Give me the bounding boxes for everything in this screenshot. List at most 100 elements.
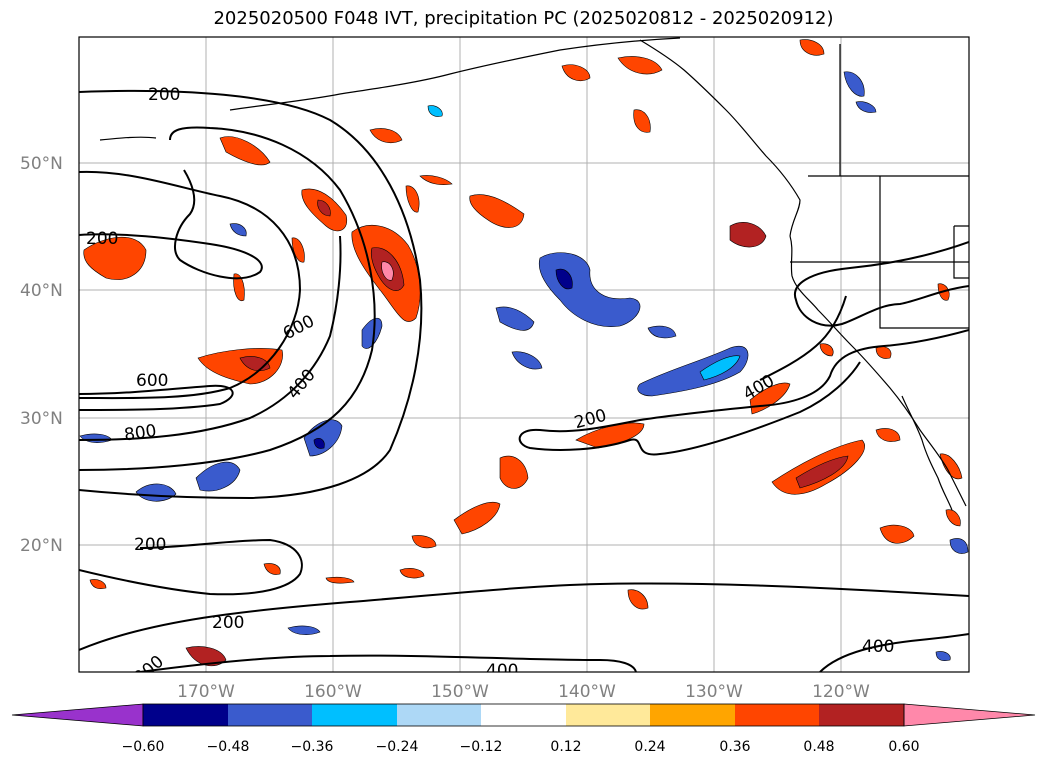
colorbar-cell xyxy=(735,704,819,726)
ivt-contour xyxy=(79,538,303,596)
colorbar-tick-label: −0.24 xyxy=(376,739,419,755)
precip-blob xyxy=(317,199,331,217)
colorbar-cell xyxy=(397,704,481,726)
colorbar-tick-label: −0.60 xyxy=(122,739,165,755)
precip-blob xyxy=(499,455,529,489)
ivt-contour xyxy=(79,384,234,411)
precip-blob xyxy=(369,128,403,143)
precip-blob xyxy=(843,71,865,97)
coastline xyxy=(953,225,969,279)
contour-label: 200 xyxy=(148,85,180,105)
precip-blob xyxy=(495,306,535,331)
precip-blob xyxy=(263,563,281,575)
lat-label: 50°N xyxy=(20,154,63,174)
precip-blob xyxy=(427,105,443,117)
precip-negative-areas xyxy=(79,71,969,662)
ivt-contours xyxy=(79,89,969,672)
coastlines xyxy=(99,37,969,511)
colorbar-tick-label: 0.48 xyxy=(803,739,834,755)
contour-label: 800 xyxy=(123,421,158,445)
lon-label: 140°W xyxy=(558,682,616,702)
coastline xyxy=(639,39,801,237)
contour-label: 400 xyxy=(862,637,894,657)
colorbar-tick-label: 0.36 xyxy=(719,739,750,755)
colorbar-extend-high xyxy=(903,703,1036,727)
precip-blob xyxy=(879,524,915,544)
precip-blob xyxy=(399,568,425,579)
precip-blob xyxy=(419,175,453,186)
colorbar-cell xyxy=(312,704,397,726)
precip-blob xyxy=(303,419,343,457)
ivt-contour xyxy=(79,170,302,400)
precip-blob xyxy=(647,325,677,339)
colorbar-cell xyxy=(143,704,228,726)
precip-blob xyxy=(453,501,501,535)
precip-blob xyxy=(89,579,107,590)
ivt-contour xyxy=(139,654,637,672)
colorbar-tick-label: 0.12 xyxy=(550,739,581,755)
coastline xyxy=(879,262,969,329)
contour-label: 600 xyxy=(136,371,168,391)
colorbar xyxy=(11,703,1036,727)
ivt-contour xyxy=(518,329,969,456)
contour-label: 200 xyxy=(86,229,118,249)
ivt-contour xyxy=(819,633,969,672)
precip-blob xyxy=(699,355,741,381)
colorbar-tick-label: −0.48 xyxy=(207,739,250,755)
precip-blob xyxy=(555,268,573,290)
colorbar-ticks: −0.60 −0.48 −0.36 −0.24 −0.12 0.12 0.24 … xyxy=(122,739,920,755)
lon-label: 120°W xyxy=(812,682,870,702)
ivt-contour xyxy=(79,235,342,441)
coastline xyxy=(229,37,681,111)
map-frame xyxy=(78,36,970,673)
precip-blob xyxy=(729,222,767,248)
precip-blob xyxy=(229,223,247,237)
lat-label: 30°N xyxy=(20,409,63,429)
ivt-contour xyxy=(793,241,969,327)
precip-blob xyxy=(195,461,241,492)
ivt-contour xyxy=(79,89,423,500)
coastline xyxy=(789,235,967,507)
lon-label: 160°W xyxy=(304,682,362,702)
precip-blob xyxy=(795,455,849,489)
latitude-labels: 50°N 40°N 30°N 20°N xyxy=(20,154,63,556)
precip-blob xyxy=(185,646,227,667)
precip-blob xyxy=(935,651,951,662)
precip-positive-areas xyxy=(83,39,963,667)
precip-blob xyxy=(875,428,901,442)
precip-blob xyxy=(411,535,437,549)
precip-blob xyxy=(469,194,525,228)
precip-blob xyxy=(381,261,394,281)
ivt-contour xyxy=(79,169,263,280)
precip-blob xyxy=(561,64,591,81)
precip-blob xyxy=(233,273,245,302)
precip-blob xyxy=(627,589,649,610)
ivt-contour xyxy=(79,582,969,651)
lon-label: 150°W xyxy=(431,682,489,702)
precip-blob xyxy=(325,576,355,584)
colorbar-cell xyxy=(481,704,566,726)
colorbar-cell xyxy=(819,704,904,726)
precip-blob xyxy=(799,39,825,56)
lat-label: 40°N xyxy=(20,281,63,301)
precip-blob xyxy=(939,453,963,480)
precip-blob xyxy=(313,438,325,449)
precip-blob xyxy=(287,625,321,635)
gridlines xyxy=(79,37,969,672)
colorbar-tick-label: 0.24 xyxy=(634,739,665,755)
precip-blob xyxy=(361,317,383,349)
contour-label: 200 xyxy=(134,535,166,555)
colorbar-tick-label: −0.12 xyxy=(460,739,503,755)
colorbar-extend-low xyxy=(11,703,144,727)
lon-label: 170°W xyxy=(177,682,235,702)
precip-blob xyxy=(219,136,271,166)
lon-label: 130°W xyxy=(685,682,743,702)
ivt-contour xyxy=(79,126,376,471)
precip-blob xyxy=(949,538,969,554)
precip-blob xyxy=(945,509,961,527)
precip-blob xyxy=(197,348,283,385)
lat-label: 20°N xyxy=(20,536,63,556)
colorbar-cell xyxy=(650,704,735,726)
precip-blob xyxy=(511,351,543,370)
